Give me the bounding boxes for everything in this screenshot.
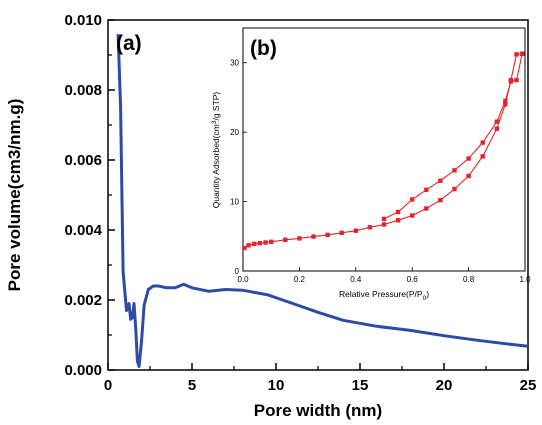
inset-x-tick-label: 0.4: [350, 275, 362, 284]
isotherm-point-marker: [246, 243, 251, 248]
isotherm-point-marker: [480, 154, 485, 159]
isotherm-point-marker: [252, 241, 257, 247]
inset-y-tick-label: 0: [235, 267, 240, 276]
main-y-tick-label: 0.008: [64, 82, 102, 99]
isotherm-point-marker: [367, 225, 373, 230]
isotherm-point-marker: [438, 178, 443, 183]
isotherm-point-marker: [508, 79, 514, 84]
isotherm-point-marker: [410, 213, 415, 218]
main-x-tick-label: 0: [104, 377, 112, 394]
inset-y-tick-label: 10: [230, 198, 239, 207]
main-x-tick-label: 15: [352, 377, 369, 394]
isotherm-point-marker: [424, 206, 429, 211]
isotherm-point-marker: [480, 140, 485, 145]
main-y-ticks: 0.000 0.002 0.004 0.006 0.008 0.010: [64, 12, 115, 379]
isotherm-point-marker: [263, 240, 268, 245]
inset-x-tick-label: 0.6: [407, 275, 419, 284]
inset-x-tick-label: 0.8: [463, 275, 475, 284]
isotherm-point-marker: [503, 98, 508, 104]
isotherm-point-marker: [466, 173, 471, 179]
main-y-tick-label: 0.010: [64, 12, 102, 29]
main-x-tick-label: 20: [436, 377, 453, 394]
main-x-tick-label: 10: [268, 377, 285, 394]
isotherm-series: [242, 51, 525, 251]
main-y-tick-label: 0.004: [64, 222, 102, 239]
main-y-tick-label: 0.006: [64, 152, 102, 169]
pore-size-distribution-plot: 0 5 10 15 20 25 0.0000.0020.0040.0060.0080.01…: [5, 12, 536, 420]
isotherm-point-marker: [353, 228, 358, 233]
isotherm-point-marker: [514, 77, 519, 83]
main-y-tick-label: 0.002: [64, 292, 102, 309]
isotherm-point-marker: [339, 230, 344, 235]
isotherm-point-marker: [494, 126, 499, 131]
isotherm-point-marker: [410, 197, 415, 202]
inset-y-axis-title: Quantity Adsorbed(cm3/g STP): [211, 92, 221, 209]
isotherm-point-marker: [257, 241, 263, 246]
panel-a-label: (a): [116, 32, 142, 55]
inset-x-tick-label: 0.2: [294, 275, 306, 284]
inset-x-axis-title: Relative Pressure(P/P0): [339, 289, 429, 302]
isotherm-point-marker: [381, 222, 387, 227]
main-y-tick-label: 0.000: [64, 362, 102, 379]
main-x-tick-label: 25: [520, 377, 537, 394]
isotherm-point-marker: [452, 186, 457, 192]
isotherm-point-marker: [311, 234, 316, 239]
isotherm-point-marker: [297, 236, 302, 241]
inset-plot-frame: [242, 27, 526, 272]
main-y-axis-title: Pore volume(cm3/nm.g): [5, 99, 24, 292]
isotherm-point-marker: [494, 119, 499, 124]
isotherm-point-marker: [438, 198, 443, 203]
inset-x-tick-label: 1.0: [519, 275, 531, 284]
panel-b-label: (b): [250, 37, 277, 60]
main-x-ticks: 0 5 10 15 20 25: [104, 363, 537, 394]
isotherm-point-marker: [395, 209, 401, 215]
nitrogen-isotherm-inset: 0.0 0.2 0.4 0.6 0.8 1.0 0 10 20 30 Relative Pres…: [211, 27, 531, 302]
isotherm-point-marker: [466, 156, 471, 161]
isotherm-point-marker: [424, 187, 429, 192]
isotherm-point-marker: [269, 239, 274, 244]
isotherm-point-marker: [381, 216, 387, 222]
isotherm-point-marker: [242, 245, 247, 251]
inset-x-tick-label: 0.0: [237, 275, 249, 284]
isotherm-point-marker: [283, 237, 288, 242]
pore-volume-curve: [116, 33, 529, 368]
inset-x-ticks: 0.0 0.2 0.4 0.6 0.8 1.0: [237, 267, 531, 284]
inset-y-ticks: 0 10 20 30: [230, 59, 247, 276]
isotherm-point-marker: [503, 102, 508, 107]
isotherm-point-marker: [452, 168, 457, 173]
isotherm-point-marker: [395, 218, 401, 223]
main-x-tick-label: 5: [188, 377, 196, 394]
isotherm-point-marker: [514, 52, 519, 57]
isotherm-point-marker: [325, 232, 330, 238]
main-x-axis-title: Pore width (nm): [254, 401, 382, 420]
inset-y-tick-label: 20: [230, 128, 239, 137]
inset-y-tick-label: 30: [230, 59, 239, 68]
isotherm-point-marker: [520, 51, 525, 56]
